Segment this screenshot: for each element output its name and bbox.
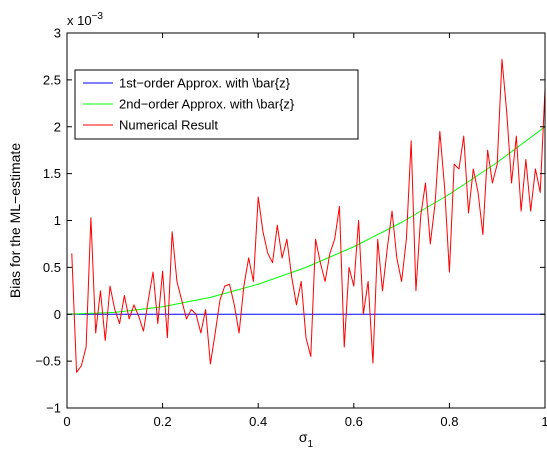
legend-label-second-order: 2nd−order Approx. with \bar{z} — [119, 97, 295, 112]
x-tick-label: 0.8 — [440, 414, 458, 429]
y-tick-label: −1 — [46, 401, 61, 416]
y-tick-label: 0.5 — [43, 260, 61, 275]
series-line-2 — [71, 58, 546, 373]
y-tick-label: 3 — [54, 26, 61, 41]
y-axis-label: Bias for the ML−estimate — [7, 143, 23, 298]
y-axis-multiplier: x 10−3 — [67, 11, 103, 28]
y-tick-label: 1.5 — [43, 166, 61, 181]
x-tick-label: 0.2 — [154, 414, 172, 429]
legend-box — [74, 69, 359, 140]
x-tick-label: 1 — [541, 414, 547, 429]
axis-ticks: 0 0.2 0.4 0.6 0.8 1 −1 −0.5 0 0.5 1 1.5 2 2.5 3 — [35, 26, 547, 430]
legend-label-first-order: 1st−order Approx. with \bar{z} — [119, 76, 291, 91]
x-axis-label: σ1 — [299, 429, 314, 449]
y-tick-label: −0.5 — [35, 354, 61, 369]
plot-series-group — [66, 58, 546, 373]
y-tick-label: 2 — [54, 119, 61, 134]
y-tick-label: 0 — [54, 307, 61, 322]
x-tick-label: 0 — [63, 414, 70, 429]
y-tick-label: 2.5 — [43, 72, 61, 87]
x-tick-label: 0.4 — [249, 414, 267, 429]
x-tick-label: 0.6 — [345, 414, 363, 429]
legend-label-numerical: Numerical Result — [119, 118, 218, 133]
legend: 1st−order Approx. with \bar{z} 2nd−order… — [74, 69, 359, 140]
y-tick-label: 1 — [54, 213, 61, 228]
